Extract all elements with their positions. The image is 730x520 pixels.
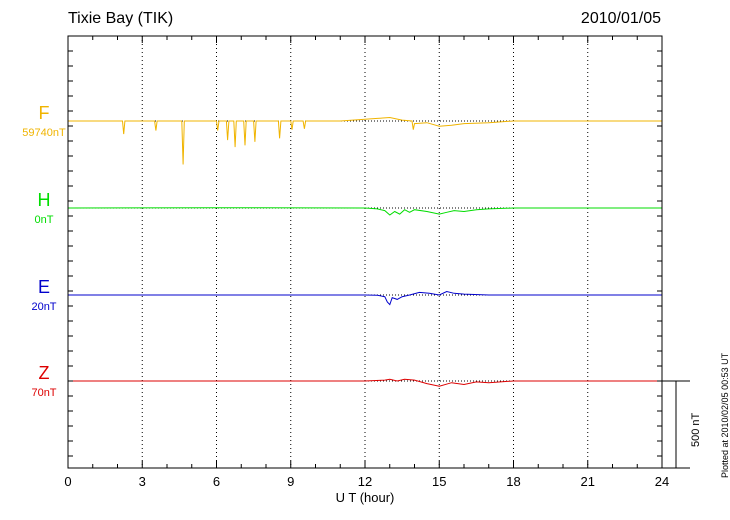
station-title: Tixie Bay (TIK) <box>68 10 174 27</box>
x-tick-label: 3 <box>139 474 146 489</box>
x-axis-label: U T (hour) <box>336 490 395 505</box>
grid-layer <box>68 36 662 468</box>
component-letter-e: E <box>37 277 50 297</box>
component-baseline-e: 20nT <box>31 301 57 313</box>
series-layer <box>67 116 662 387</box>
component-letter-f: F <box>38 103 50 123</box>
series-f-trace <box>68 116 662 165</box>
x-tick-label: 12 <box>358 474 372 489</box>
series-z-trace <box>68 378 662 387</box>
component-baseline-z: 70nT <box>31 387 57 399</box>
series-h-trace <box>67 207 662 216</box>
component-baseline-h: 0nT <box>34 214 54 226</box>
component-letter-z: Z <box>38 363 50 383</box>
x-tick-label: 24 <box>655 474 669 489</box>
date-label: 2010/01/05 <box>580 10 661 27</box>
component-letter-h: H <box>37 190 51 210</box>
x-tick-label: 15 <box>432 474 446 489</box>
component-baseline-f: 59740nT <box>22 127 66 139</box>
x-tick-label: 6 <box>213 474 220 489</box>
x-tick-label: 9 <box>287 474 294 489</box>
x-tick-label: 0 <box>64 474 71 489</box>
x-tick-label: 21 <box>581 474 595 489</box>
series-e-trace <box>68 290 662 306</box>
x-tick-label: 18 <box>506 474 520 489</box>
axis-layer: 0 3 6 9 12 15 18 21 24 U T (hour) <box>64 35 690 505</box>
scale-bar-label: 500 nT <box>690 412 702 447</box>
plotted-note: Plotted at 2010/02/05 00:53 UT <box>720 352 730 478</box>
